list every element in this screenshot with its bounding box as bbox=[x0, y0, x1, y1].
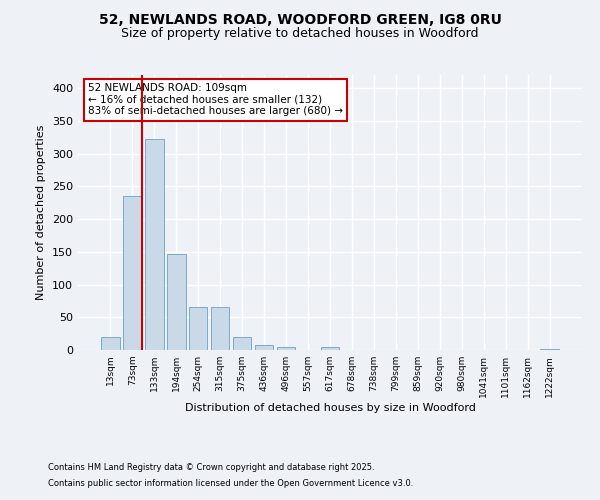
Bar bbox=[145, 138, 164, 350]
Bar bbox=[101, 337, 119, 350]
Text: Contains HM Land Registry data © Crown copyright and database right 2025.: Contains HM Land Registry data © Crown c… bbox=[48, 464, 374, 472]
Text: Contains public sector information licensed under the Open Government Licence v3: Contains public sector information licen… bbox=[48, 478, 413, 488]
Bar bbox=[255, 345, 274, 350]
Bar bbox=[233, 337, 251, 350]
Bar bbox=[123, 196, 142, 350]
Bar bbox=[189, 308, 208, 350]
Text: 52 NEWLANDS ROAD: 109sqm
← 16% of detached houses are smaller (132)
83% of semi-: 52 NEWLANDS ROAD: 109sqm ← 16% of detach… bbox=[88, 83, 343, 116]
Text: 52, NEWLANDS ROAD, WOODFORD GREEN, IG8 0RU: 52, NEWLANDS ROAD, WOODFORD GREEN, IG8 0… bbox=[98, 12, 502, 26]
Bar bbox=[277, 346, 295, 350]
Y-axis label: Number of detached properties: Number of detached properties bbox=[37, 125, 46, 300]
Bar bbox=[541, 348, 559, 350]
Bar bbox=[167, 254, 185, 350]
Bar bbox=[320, 348, 340, 350]
X-axis label: Distribution of detached houses by size in Woodford: Distribution of detached houses by size … bbox=[185, 402, 475, 412]
Bar bbox=[211, 308, 229, 350]
Text: Size of property relative to detached houses in Woodford: Size of property relative to detached ho… bbox=[121, 28, 479, 40]
